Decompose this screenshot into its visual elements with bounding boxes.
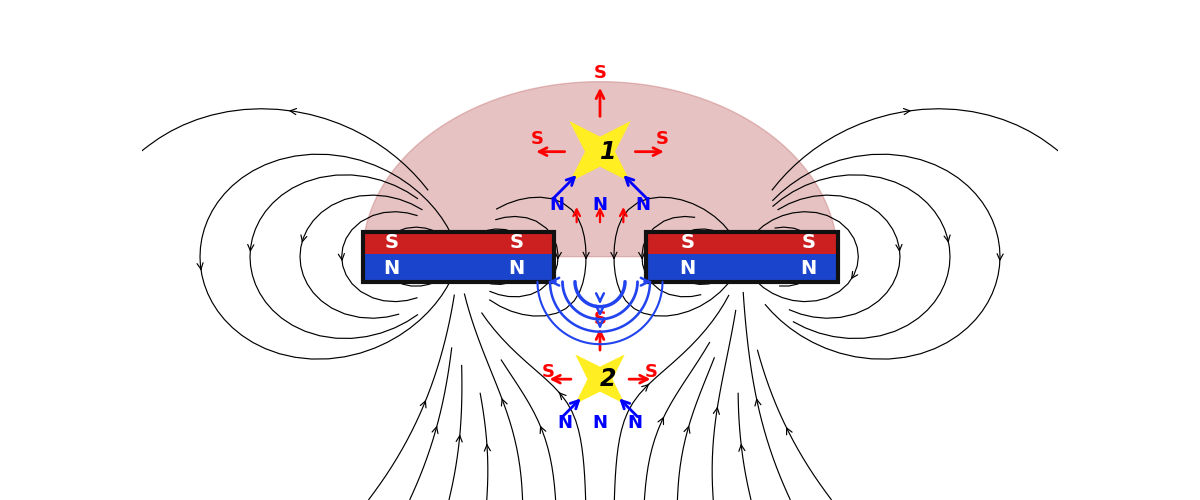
Text: S: S — [594, 310, 606, 328]
FancyArrowPatch shape — [788, 250, 794, 256]
FancyArrowPatch shape — [559, 392, 566, 400]
FancyArrowPatch shape — [528, 252, 534, 258]
FancyArrowPatch shape — [420, 401, 426, 408]
FancyArrowPatch shape — [301, 235, 307, 242]
Polygon shape — [362, 82, 838, 256]
Text: 1: 1 — [600, 140, 617, 164]
FancyArrowPatch shape — [456, 436, 462, 442]
Text: S: S — [542, 363, 554, 381]
FancyArrowPatch shape — [814, 242, 818, 249]
FancyArrowPatch shape — [638, 252, 644, 258]
FancyArrowPatch shape — [290, 108, 296, 114]
FancyArrowPatch shape — [338, 254, 344, 260]
Bar — [362, 232, 554, 281]
FancyArrowPatch shape — [852, 272, 858, 278]
FancyArrowPatch shape — [583, 252, 589, 258]
FancyArrowPatch shape — [670, 242, 676, 249]
FancyArrowPatch shape — [658, 418, 664, 424]
Text: N: N — [550, 196, 564, 214]
Text: S: S — [510, 233, 523, 252]
Polygon shape — [569, 121, 631, 182]
Bar — [362, 254, 554, 281]
Polygon shape — [575, 354, 625, 404]
Text: S: S — [802, 233, 815, 252]
FancyArrowPatch shape — [739, 445, 745, 452]
FancyArrowPatch shape — [787, 428, 792, 435]
FancyArrowPatch shape — [540, 426, 546, 434]
Text: N: N — [800, 259, 816, 278]
Text: S: S — [385, 233, 398, 252]
FancyArrowPatch shape — [997, 254, 1003, 260]
Bar — [646, 254, 838, 281]
Bar — [646, 232, 838, 254]
Text: 2: 2 — [600, 367, 617, 391]
Text: N: N — [509, 259, 524, 278]
FancyArrowPatch shape — [904, 108, 910, 114]
Text: S: S — [646, 363, 658, 381]
FancyArrowPatch shape — [499, 248, 506, 256]
FancyArrowPatch shape — [197, 262, 203, 270]
Text: N: N — [593, 414, 607, 432]
FancyArrowPatch shape — [502, 399, 508, 406]
FancyArrowPatch shape — [247, 244, 254, 251]
FancyArrowPatch shape — [896, 244, 902, 251]
FancyArrowPatch shape — [556, 252, 562, 258]
Text: N: N — [628, 414, 642, 432]
FancyArrowPatch shape — [432, 427, 438, 434]
Text: N: N — [636, 196, 650, 214]
FancyArrowPatch shape — [611, 252, 617, 258]
FancyArrowPatch shape — [404, 256, 410, 264]
Text: S: S — [680, 233, 695, 252]
FancyArrowPatch shape — [713, 408, 720, 414]
Text: S: S — [594, 64, 606, 82]
Text: N: N — [593, 196, 607, 214]
FancyArrowPatch shape — [485, 444, 491, 451]
FancyArrowPatch shape — [684, 426, 690, 434]
FancyArrowPatch shape — [755, 400, 761, 406]
Text: S: S — [530, 130, 544, 148]
Bar — [646, 232, 838, 281]
FancyArrowPatch shape — [642, 384, 649, 391]
Text: N: N — [384, 259, 400, 278]
Text: S: S — [656, 130, 670, 148]
Bar — [362, 232, 554, 254]
Text: N: N — [558, 414, 572, 432]
Text: N: N — [679, 259, 696, 278]
FancyArrowPatch shape — [382, 242, 386, 249]
FancyArrowPatch shape — [944, 235, 950, 242]
